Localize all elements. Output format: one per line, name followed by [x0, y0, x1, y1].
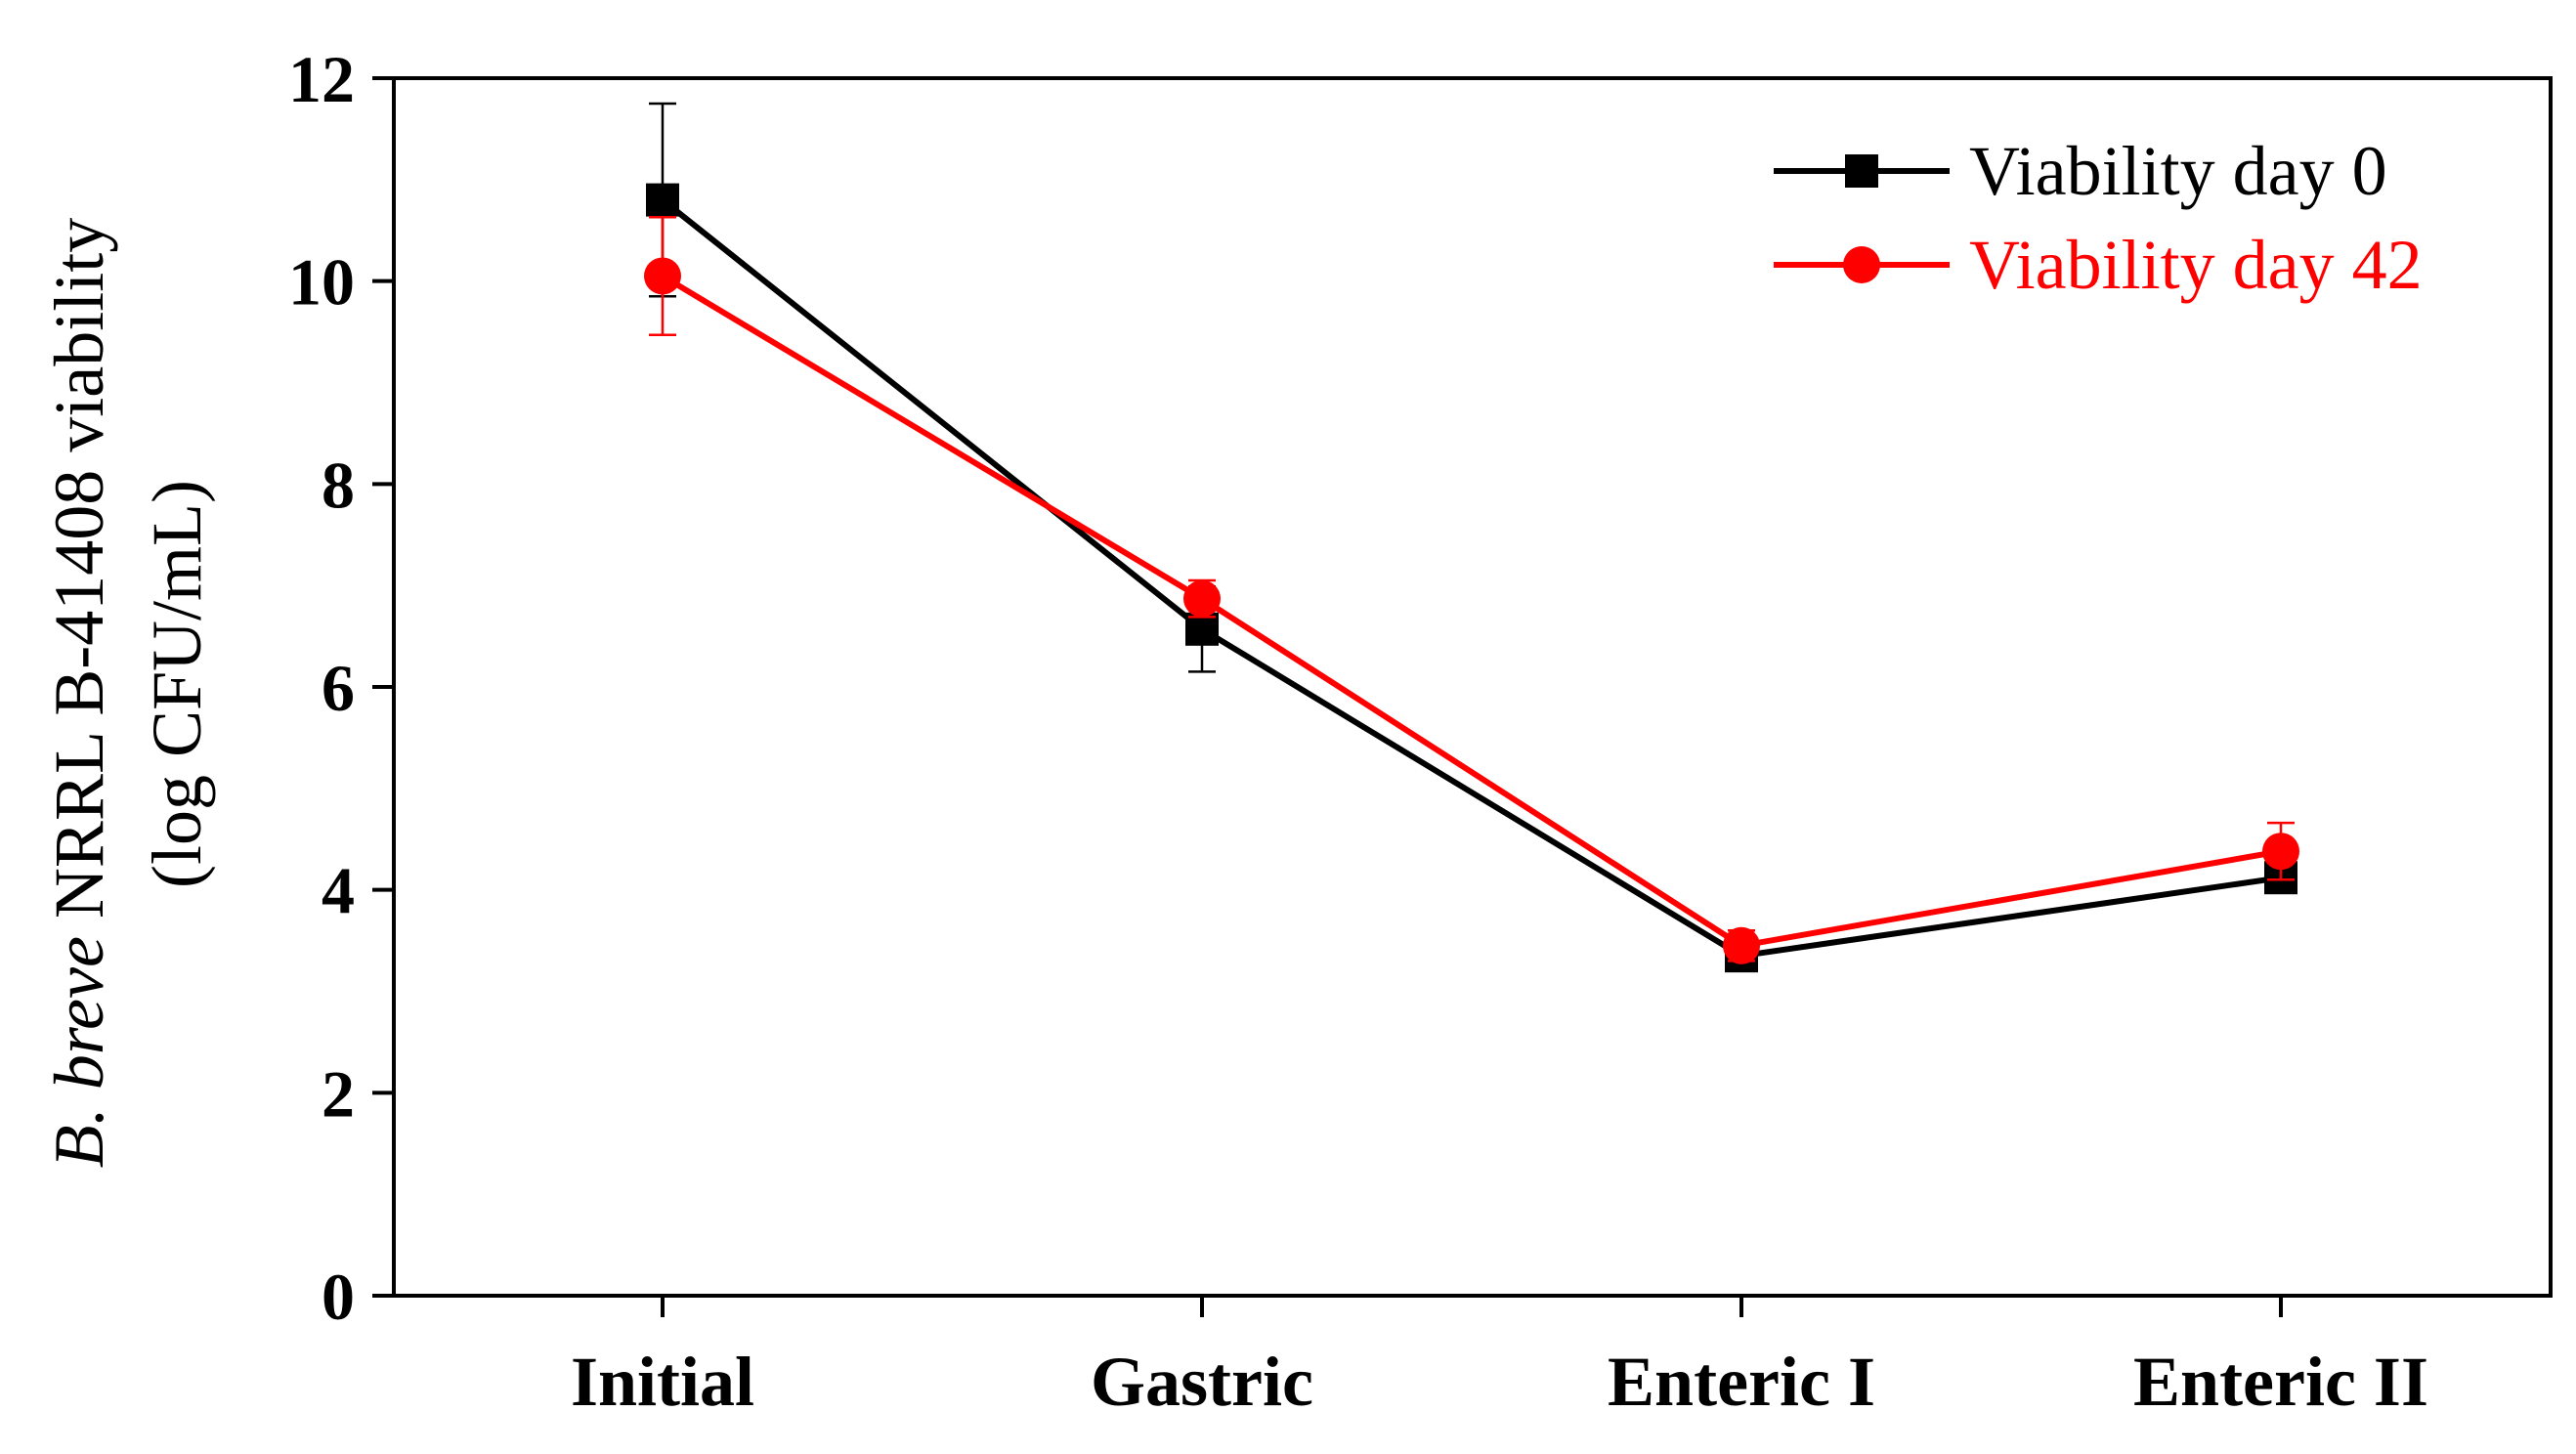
y-axis-label-italic: B. breve — [40, 936, 118, 1168]
legend: Viability day 0 Viability day 42 — [1774, 132, 2423, 304]
data-point — [2262, 833, 2299, 871]
x-axis-ticks: Initial Gastric Enteric I Enteric II — [571, 1296, 2428, 1421]
x-tick-label: Gastric — [1091, 1343, 1313, 1421]
x-tick-label: Enteric II — [2133, 1343, 2428, 1421]
y-axis-label: B. breve NRRL B-41408 viability (log CFU… — [40, 200, 216, 1169]
data-point — [646, 183, 679, 217]
legend-item: Viability day 0 — [1774, 132, 2387, 210]
y-axis-ticks: 0 2 4 6 8 10 12 — [288, 42, 394, 1334]
y-axis-label-rest: NRRL B-41408 viability — [40, 218, 118, 936]
legend-label: Viability day 42 — [1969, 226, 2423, 304]
y-tick-label: 12 — [288, 42, 355, 116]
y-tick-label: 6 — [322, 651, 355, 725]
y-axis-label-line2: (log CFU/mL) — [138, 480, 216, 888]
y-tick-label: 8 — [322, 448, 355, 522]
legend-marker — [1843, 246, 1880, 283]
x-tick-label: Initial — [571, 1343, 754, 1421]
y-tick-label: 4 — [322, 854, 355, 928]
data-point — [1183, 579, 1221, 618]
series-1 — [644, 216, 2299, 964]
data-point — [644, 257, 681, 295]
y-tick-label: 10 — [288, 245, 355, 320]
x-tick-label: Enteric I — [1608, 1343, 1875, 1421]
y-tick-label: 2 — [322, 1056, 355, 1131]
series-group — [644, 102, 2299, 973]
series-line — [661, 273, 2282, 949]
data-point — [1723, 926, 1760, 964]
y-axis-label-line1: B. breve NRRL B-41408 viability — [40, 218, 118, 1169]
y-tick-label: 0 — [322, 1260, 355, 1334]
legend-label: Viability day 0 — [1969, 132, 2387, 210]
legend-item: Viability day 42 — [1774, 226, 2423, 304]
legend-marker — [1845, 154, 1878, 188]
series-line — [661, 197, 2282, 960]
